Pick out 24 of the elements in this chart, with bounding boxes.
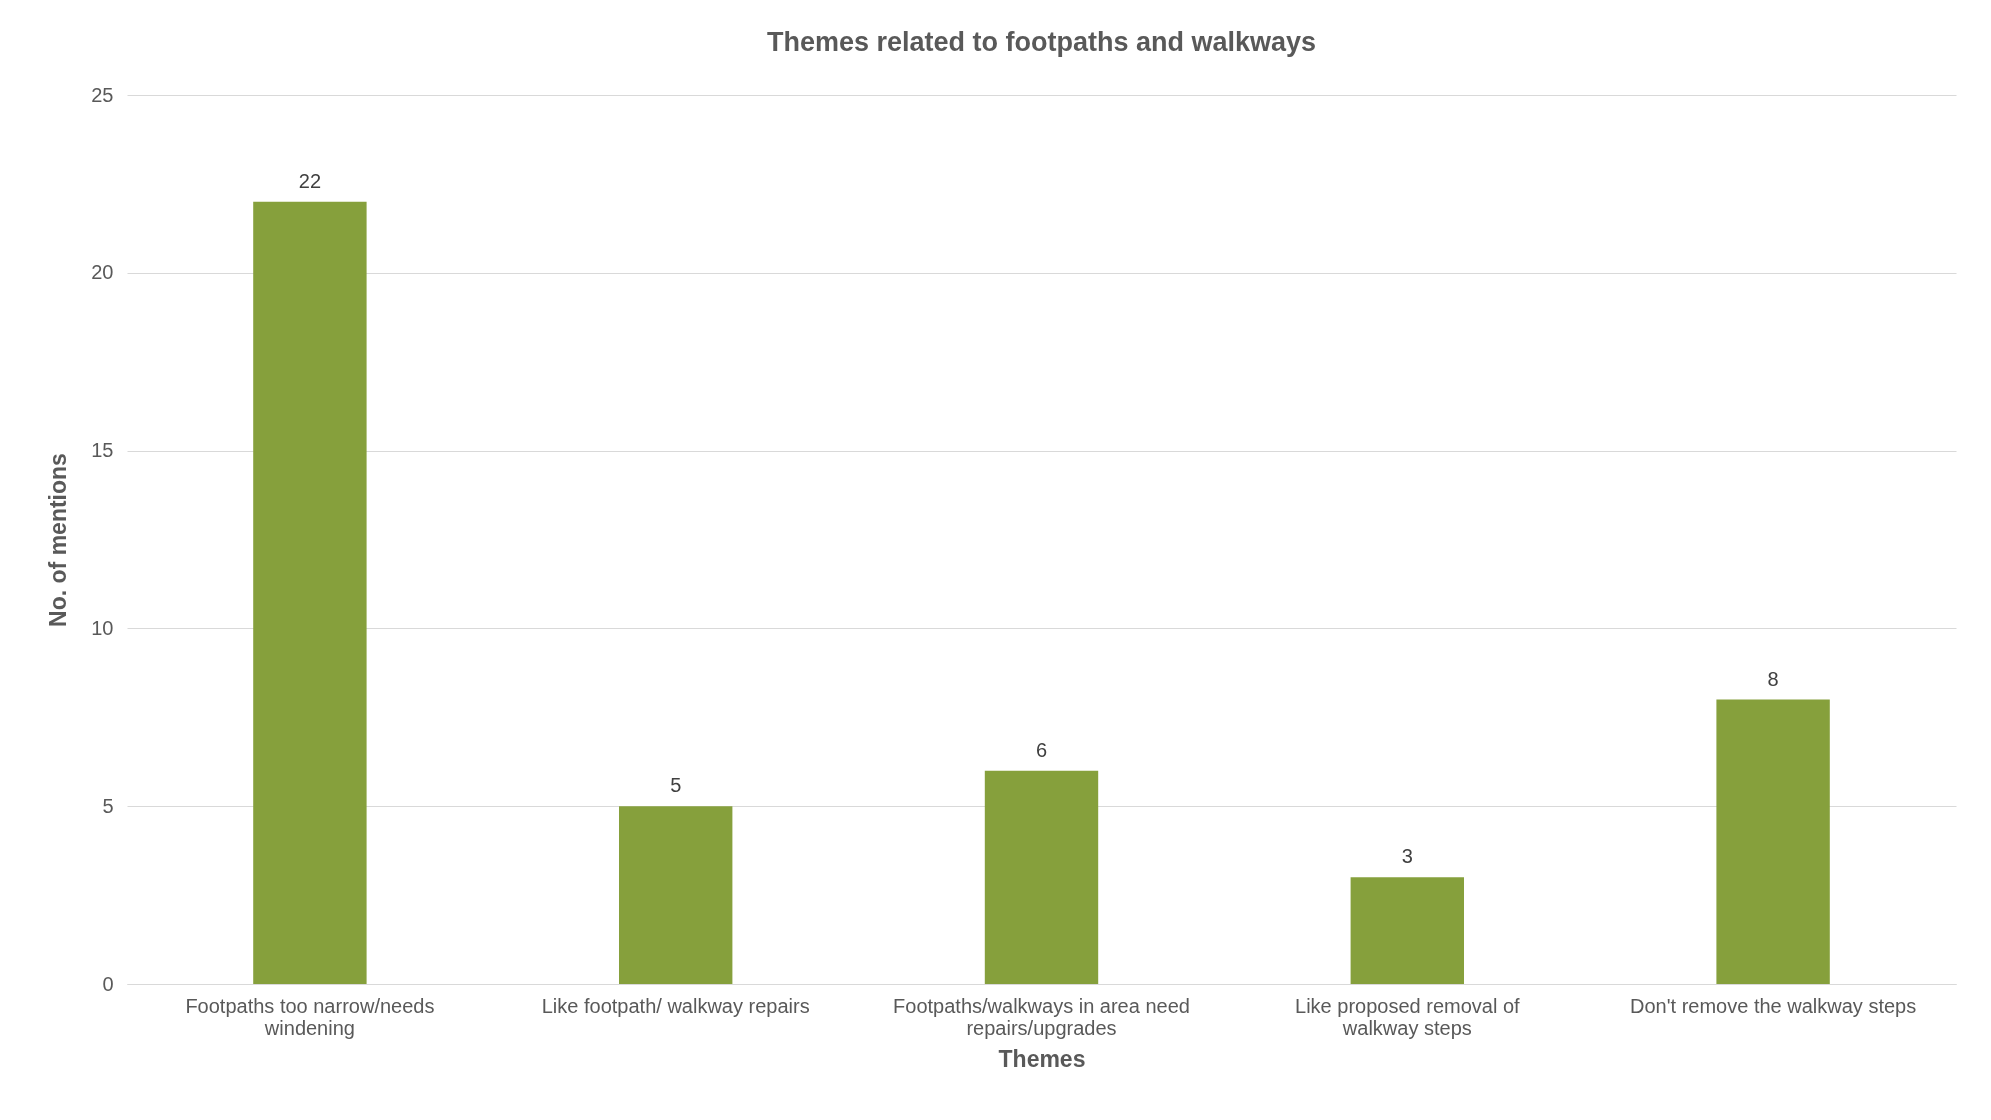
- x-tick-label: Footpaths/walkways in area need repairs/upgrades: [893, 994, 1190, 1039]
- data-label: 6: [1035, 738, 1048, 761]
- y-tick-label: 20: [91, 261, 114, 284]
- bar: [1716, 699, 1830, 984]
- data-label: 22: [298, 169, 322, 192]
- x-tick-label: Footpaths too narrow/needs windening: [185, 994, 435, 1039]
- bar: [619, 806, 733, 984]
- y-tick-label: 25: [91, 83, 114, 106]
- x-tick-label: Don't remove the walkway steps: [1630, 994, 1917, 1017]
- bar: [1350, 877, 1464, 984]
- bar: [984, 770, 1099, 984]
- data-label: 8: [1767, 667, 1779, 690]
- bar: [253, 201, 367, 984]
- y-axis-title: No. of mentions: [45, 453, 72, 627]
- x-tick-label: Like proposed removal of walkway steps: [1295, 994, 1521, 1039]
- chart-title: Themes related to footpaths and walkways: [766, 27, 1317, 57]
- x-axis-title: Themes: [998, 1045, 1086, 1072]
- y-tick-label: 10: [91, 616, 114, 639]
- y-tick-label: 0: [102, 972, 114, 995]
- x-tick-label: Like footpath/ walkway repairs: [541, 994, 810, 1017]
- y-tick-label: 5: [102, 794, 114, 817]
- y-tick-label: 15: [91, 439, 114, 462]
- data-label: 5: [670, 774, 682, 797]
- data-label: 3: [1401, 845, 1413, 868]
